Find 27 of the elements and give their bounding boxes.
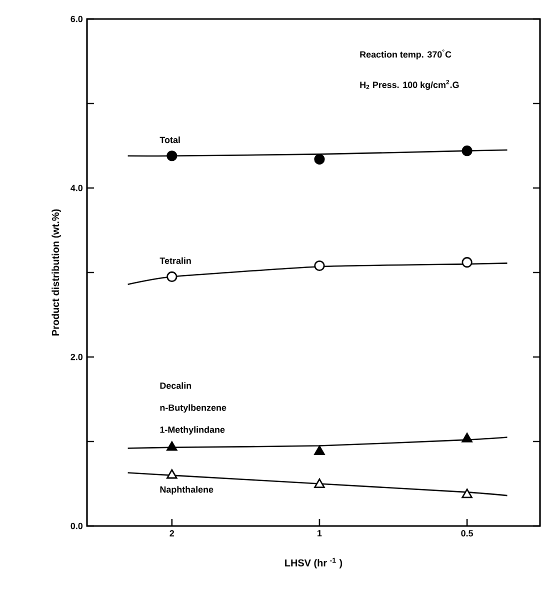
point <box>314 478 325 488</box>
annotation: Reaction temp. 370$^{°}$C <box>360 50 452 60</box>
y-tick-label: 0.0 <box>70 522 83 530</box>
point <box>166 150 178 162</box>
x-axis-title: LHSV (hr $^{-1}$ ) <box>285 558 342 568</box>
y-tick-label: 6.0 <box>70 16 83 22</box>
point <box>166 271 178 282</box>
point <box>462 146 472 156</box>
x-tick-label: 2 <box>170 530 174 536</box>
y-tick-label: 2.0 <box>70 354 83 360</box>
point <box>314 260 325 272</box>
y-axis-title: Product distribution (wt.%) <box>52 209 61 336</box>
point <box>314 446 325 456</box>
series-label: Naphthalene <box>160 486 214 494</box>
point <box>462 432 472 442</box>
series-label: Total <box>160 136 180 144</box>
y-tick-label: 4.0 <box>70 184 83 192</box>
text: Decalin n-Butylbenzene 1-Methylindane <box>160 382 226 435</box>
point <box>166 441 178 451</box>
point <box>462 488 472 498</box>
x-tick-label: 0.5 <box>461 530 474 536</box>
x-tick-label: 1 <box>318 530 322 536</box>
point <box>166 469 178 479</box>
point <box>462 257 472 268</box>
point <box>314 154 325 165</box>
annotation: H$_{2}$ Press. 100 kg/cm$^{2}$.G <box>360 80 459 90</box>
series-label: Tetralin <box>160 257 191 264</box>
